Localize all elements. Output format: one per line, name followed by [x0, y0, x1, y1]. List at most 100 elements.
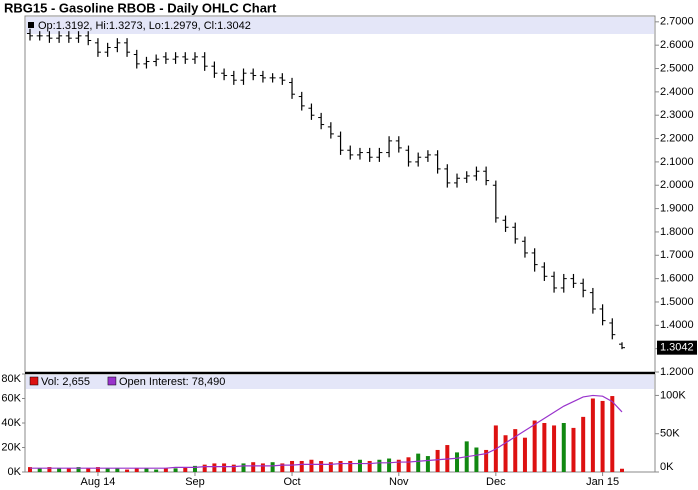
- y-tick-label: 2.3000: [660, 109, 694, 121]
- volume-bar: [202, 464, 207, 472]
- volume-bar: [231, 464, 236, 472]
- volume-bar: [290, 460, 295, 472]
- x-tick-label: Sep: [185, 476, 205, 488]
- volume-bar: [561, 423, 566, 472]
- y2-tick-label: 100K: [660, 389, 686, 401]
- volume-bar: [260, 463, 265, 472]
- y-tick-label: 1.6000: [660, 273, 694, 285]
- volume-bar: [328, 462, 333, 472]
- volume-bar: [125, 469, 130, 472]
- volume-bar: [134, 468, 139, 472]
- volume-bar: [105, 468, 110, 472]
- volume-bar: [154, 469, 159, 472]
- volume-bar: [319, 460, 324, 472]
- volume-bar: [600, 400, 605, 472]
- volume-bar: [396, 459, 401, 472]
- volume-bar: [387, 458, 392, 472]
- volume-bar: [183, 467, 188, 472]
- volume-bar: [610, 396, 615, 472]
- x-tick-label: Dec: [486, 476, 506, 488]
- volume-bar: [95, 467, 100, 472]
- volume-bar: [513, 429, 518, 472]
- volume-bar: [522, 437, 527, 472]
- y-tick-label: 2.0000: [660, 179, 694, 191]
- last-price-label: 1.3042: [660, 342, 694, 354]
- header-marker: [28, 22, 34, 28]
- volume-bar: [212, 463, 217, 472]
- legend-swatch: [29, 376, 39, 386]
- y2-tick-label: 0K: [660, 461, 674, 473]
- x-tick-label: Jan 15: [586, 476, 619, 488]
- volume-bar: [348, 460, 353, 472]
- volume-bar: [503, 435, 508, 472]
- volume-bar: [76, 467, 81, 472]
- y-tick-label: 2.7000: [660, 16, 694, 28]
- legend-label: Open Interest: 78,490: [119, 376, 225, 388]
- legend-label: Vol: 2,655: [41, 376, 90, 388]
- y-tick-label: 2.2000: [660, 132, 694, 144]
- volume-bar: [532, 420, 537, 472]
- volume-bar: [620, 468, 624, 472]
- volume-bar: [66, 468, 71, 472]
- y-tick-label: 1.4000: [660, 319, 694, 331]
- volume-bar: [222, 463, 227, 472]
- y-tick-label: 1.7000: [660, 249, 694, 261]
- volume-bar: [571, 427, 576, 472]
- open-interest-line: [30, 394, 623, 469]
- volume-panel: [24, 373, 656, 473]
- y-tick-label: 60K: [1, 392, 21, 404]
- y-tick-label: 40K: [1, 417, 21, 429]
- volume-bar: [173, 468, 178, 472]
- y-tick-label: 2.1000: [660, 156, 694, 168]
- volume-bar: [338, 460, 343, 472]
- volume-bar: [484, 449, 489, 472]
- volume-bar: [367, 460, 372, 472]
- volume-header-band: [26, 375, 654, 389]
- y-tick-label: 1.8000: [660, 226, 694, 238]
- volume-bar: [590, 398, 595, 472]
- y-tick-label: 2.4000: [660, 86, 694, 98]
- ohlc-header: Op:1.3192, Hi:1.3273, Lo:1.2979, Cl:1.30…: [38, 20, 251, 32]
- volume-bar: [299, 460, 304, 472]
- y-tick-label: 1.5000: [660, 296, 694, 308]
- volume-bar: [280, 463, 285, 472]
- volume-bar: [377, 459, 382, 472]
- volume-bar: [144, 468, 149, 472]
- y-tick-label: 80K: [1, 373, 21, 385]
- volume-bar: [474, 447, 479, 472]
- last-price-box: [657, 340, 697, 355]
- y-tick-label: 20K: [1, 441, 21, 453]
- y2-tick-label: 50K: [660, 428, 680, 440]
- y-tick-label: 2.5000: [660, 62, 694, 74]
- price-panel: [24, 15, 656, 373]
- volume-bar: [581, 416, 586, 472]
- price-header-band: [26, 17, 654, 34]
- chart-title: RBG15 - Gasoline RBOB - Daily OHLC Chart: [4, 0, 277, 15]
- volume-bar: [435, 449, 440, 472]
- y-tick-label: 0K: [8, 466, 22, 478]
- volume-bar: [357, 459, 362, 472]
- x-tick-label: Aug 14: [80, 476, 115, 488]
- legend-swatch: [107, 376, 117, 386]
- volume-bar: [416, 453, 421, 472]
- x-tick-label: Oct: [283, 476, 300, 488]
- volume-bar: [115, 468, 120, 472]
- volume-bar: [552, 425, 557, 472]
- y-tick-label: 2.6000: [660, 39, 694, 51]
- volume-bar: [425, 456, 430, 472]
- volume-bar: [542, 423, 547, 472]
- y-tick-label: 1.2000: [660, 366, 694, 378]
- volume-bar: [47, 467, 52, 472]
- volume-bar: [309, 459, 314, 472]
- volume-bar: [455, 452, 460, 472]
- volume-bar: [28, 467, 32, 472]
- volume-bar: [251, 462, 256, 472]
- volume-bar: [241, 463, 246, 472]
- volume-bar: [163, 468, 168, 472]
- volume-bar: [406, 457, 411, 472]
- y-tick-label: 1.9000: [660, 202, 694, 214]
- x-tick-label: Nov: [389, 476, 409, 488]
- volume-bar: [192, 465, 197, 472]
- volume-bar: [57, 468, 62, 472]
